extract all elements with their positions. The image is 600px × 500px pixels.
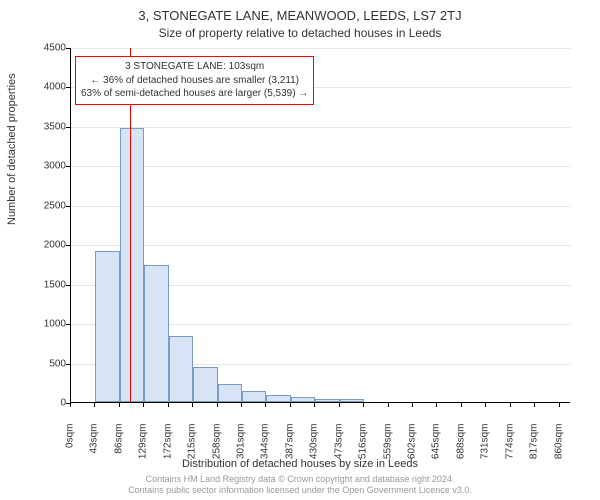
y-tick-mark	[66, 127, 70, 128]
marker-callout: 3 STONEGATE LANE: 103sqm ← 36% of detache…	[75, 56, 314, 105]
histogram-bar	[315, 399, 339, 402]
y-tick-label: 1000	[16, 319, 66, 330]
y-tick-mark	[66, 364, 70, 365]
x-axis-label: Distribution of detached houses by size …	[0, 458, 600, 470]
histogram-bar	[291, 397, 315, 402]
y-tick-label: 500	[16, 358, 66, 369]
y-tick-mark	[66, 285, 70, 286]
x-tick-mark	[94, 403, 95, 407]
x-tick-mark	[119, 403, 120, 407]
x-tick-mark	[192, 403, 193, 407]
callout-line1: 3 STONEGATE LANE: 103sqm	[125, 61, 264, 72]
histogram-bar	[340, 399, 364, 402]
gridline-h	[71, 206, 571, 207]
y-tick-mark	[66, 48, 70, 49]
y-tick-mark	[66, 324, 70, 325]
histogram-bar	[266, 395, 290, 402]
x-tick-mark	[265, 403, 266, 407]
x-tick-mark	[436, 403, 437, 407]
y-tick-label: 2500	[16, 200, 66, 211]
x-tick-mark	[363, 403, 364, 407]
x-tick-mark	[485, 403, 486, 407]
attribution: Contains HM Land Registry data © Crown c…	[0, 474, 600, 497]
x-tick-mark	[388, 403, 389, 407]
gridline-h	[71, 245, 571, 246]
gridline-h	[71, 127, 571, 128]
x-tick-mark	[534, 403, 535, 407]
y-tick-label: 1500	[16, 279, 66, 290]
histogram-bar	[242, 391, 266, 402]
x-tick-mark	[510, 403, 511, 407]
callout-line3: 63% of semi-detached houses are larger (…	[81, 88, 308, 99]
y-tick-label: 0	[16, 398, 66, 409]
histogram-bar	[120, 128, 144, 402]
x-tick-mark	[339, 403, 340, 407]
x-tick-mark	[241, 403, 242, 407]
x-tick-mark	[412, 403, 413, 407]
callout-line2: ← 36% of detached houses are smaller (3,…	[90, 75, 299, 86]
x-tick-mark	[314, 403, 315, 407]
histogram-bar	[144, 265, 168, 402]
x-tick-mark	[168, 403, 169, 407]
histogram-bar	[218, 384, 242, 402]
x-tick-mark	[559, 403, 560, 407]
histogram-bar	[169, 336, 193, 402]
y-tick-label: 3500	[16, 121, 66, 132]
y-tick-mark	[66, 206, 70, 207]
x-tick-mark	[70, 403, 71, 407]
x-tick-mark	[217, 403, 218, 407]
y-tick-label: 4500	[16, 43, 66, 54]
y-axis-label: Number of detached properties	[6, 73, 18, 225]
gridline-h	[71, 166, 571, 167]
y-tick-label: 3000	[16, 161, 66, 172]
x-tick-mark	[461, 403, 462, 407]
histogram-bar	[95, 251, 119, 402]
y-tick-mark	[66, 87, 70, 88]
attribution-line1: Contains HM Land Registry data © Crown c…	[146, 474, 455, 484]
chart-title-sub: Size of property relative to detached ho…	[0, 26, 600, 40]
attribution-line2: Contains public sector information licen…	[128, 485, 472, 495]
x-tick-mark	[290, 403, 291, 407]
y-tick-mark	[66, 245, 70, 246]
chart-title-main: 3, STONEGATE LANE, MEANWOOD, LEEDS, LS7 …	[0, 8, 600, 23]
y-tick-mark	[66, 166, 70, 167]
x-tick-mark	[143, 403, 144, 407]
y-tick-label: 2000	[16, 240, 66, 251]
y-tick-label: 4000	[16, 82, 66, 93]
histogram-bar	[193, 367, 217, 402]
gridline-h	[71, 48, 571, 49]
